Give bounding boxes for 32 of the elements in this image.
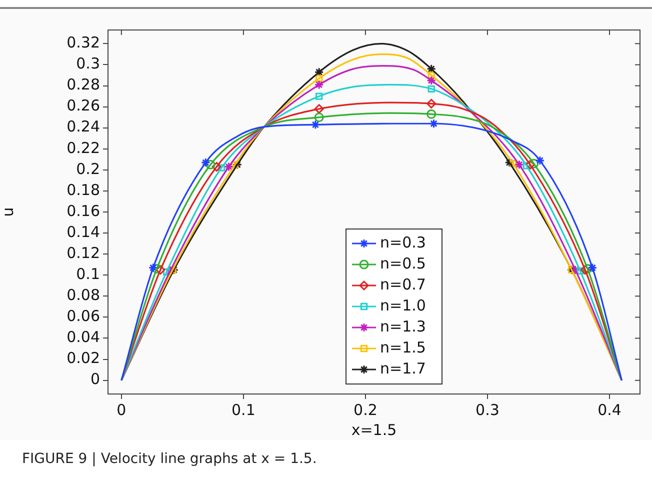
y-tick-label: 0.28 (66, 76, 100, 94)
y-tick-label: 0.04 (66, 328, 100, 346)
caption: FIGURE 9 | Velocity line graphs at x = 1.5. (22, 451, 317, 467)
legend-label: n=1.3 (380, 317, 426, 336)
y-tick-label: 0.26 (66, 96, 100, 115)
legend-label: n=1.7 (380, 359, 426, 378)
legend-label: n=0.5 (380, 254, 426, 272)
y-tick-label: 0.2 (76, 160, 100, 178)
x-tick-label: 0.3 (476, 400, 500, 419)
y-tick-label: 0.14 (66, 222, 100, 241)
y-tick-label: 0.02 (66, 349, 100, 368)
y-tick-label: 0.18 (66, 180, 100, 199)
x-tick-label: 0.2 (354, 400, 378, 419)
legend-label: n=0.3 (380, 233, 426, 252)
x-tick-label: 0.4 (598, 400, 622, 419)
x-tick-label: 0 (116, 400, 126, 419)
y-tick-label: 0.22 (66, 138, 100, 157)
y-tick-label: 0.3 (76, 54, 100, 73)
legend-label: n=0.7 (380, 275, 426, 294)
y-tick-label: 0.1 (76, 265, 100, 284)
legend-label: n=1.5 (380, 338, 426, 356)
y-tick-label: 0.16 (66, 202, 100, 220)
y-tick-label: 0.24 (66, 118, 100, 136)
x-axis-title: x=1.5 (351, 420, 397, 439)
legend-label: n=1.0 (380, 296, 426, 314)
y-tick-label: 0.06 (66, 307, 100, 326)
y-tick-label: 0 (90, 370, 100, 388)
y-tick-label: 0.08 (66, 286, 100, 304)
y-tick-label: 0.12 (66, 244, 100, 262)
y-axis-title: u (0, 207, 17, 217)
x-tick-label: 0.1 (232, 400, 256, 419)
y-tick-label: 0.32 (66, 34, 100, 52)
